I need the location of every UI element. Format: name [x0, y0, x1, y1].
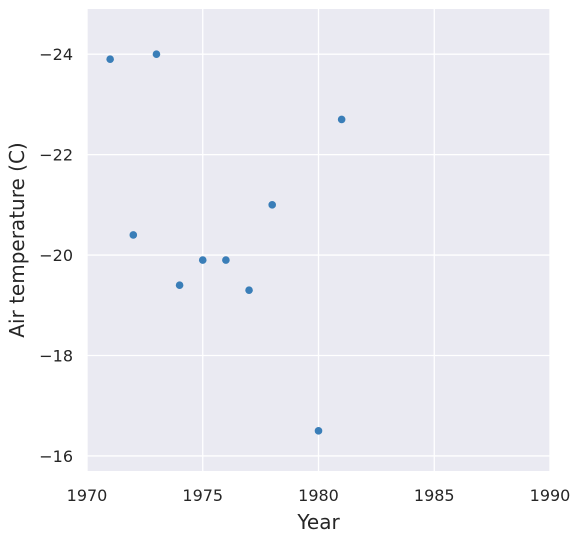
data-points	[106, 50, 346, 435]
data-point	[175, 281, 184, 289]
data-point	[268, 201, 277, 209]
data-point	[152, 50, 161, 58]
data-point	[129, 231, 138, 239]
x-axis-label: Year	[296, 510, 340, 534]
x-axis-ticks: 1970 1975 1980 1985 1990	[67, 486, 571, 505]
x-tick-label: 1970	[67, 486, 108, 505]
x-tick-label: 1980	[298, 486, 339, 505]
y-tick-label: −22	[39, 146, 73, 165]
y-tick-label: −16	[39, 447, 73, 466]
y-axis-label: Air temperature (C)	[5, 142, 29, 337]
data-point	[314, 427, 323, 435]
y-tick-label: −18	[39, 347, 73, 366]
y-axis-ticks: −24 −22 −20 −18 −16	[39, 45, 73, 466]
x-tick-label: 1985	[414, 486, 455, 505]
data-point	[245, 286, 253, 295]
grid-lines	[86, 9, 551, 471]
data-point	[337, 115, 346, 124]
data-point	[198, 256, 207, 264]
data-point	[222, 256, 230, 264]
x-tick-label: 1975	[182, 486, 223, 505]
y-tick-label: −24	[39, 45, 73, 64]
x-tick-label: 1990	[530, 486, 571, 505]
data-point	[106, 55, 114, 64]
y-tick-label: −20	[39, 246, 73, 265]
